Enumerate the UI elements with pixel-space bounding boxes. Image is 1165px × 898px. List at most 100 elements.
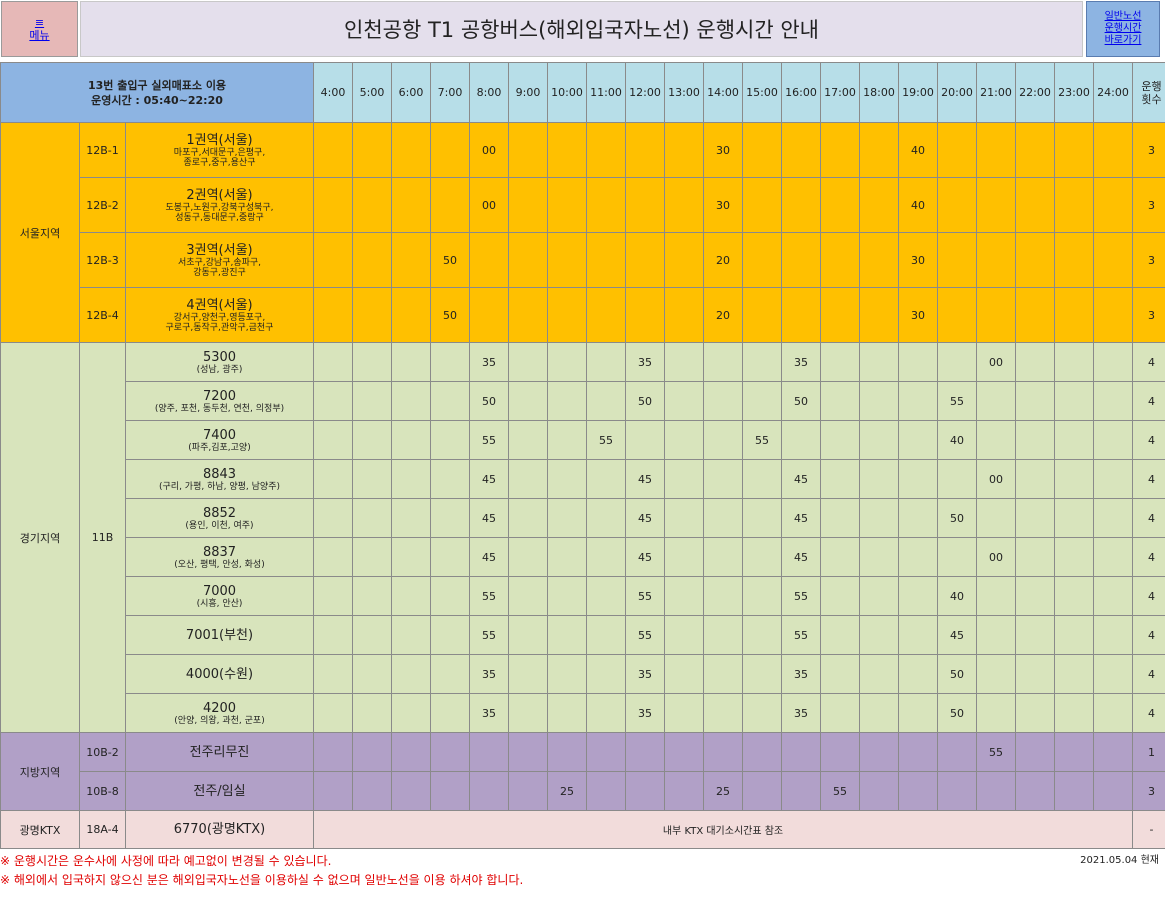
departure-cell [1054, 122, 1094, 178]
hour-header: 13:00 [664, 62, 704, 123]
departure-cell [430, 576, 470, 616]
departure-cell [820, 576, 860, 616]
departure-cell [1093, 420, 1133, 460]
departure-cell [781, 287, 821, 343]
departure-cell: 45 [625, 498, 665, 538]
departure-cell [781, 732, 821, 772]
departure-cell: 35 [469, 342, 509, 382]
departure-cell [547, 459, 587, 499]
departure-cell [391, 576, 431, 616]
departure-cell [664, 287, 704, 343]
departure-cell [703, 693, 743, 733]
departure-cell [742, 537, 782, 577]
departure-cell [859, 771, 899, 811]
departure-cell: 45 [625, 537, 665, 577]
departure-cell [313, 576, 353, 616]
route-name: 7001(부천) [185, 627, 254, 643]
table-row: 광명KTX 18A-4 6770(광명KTX) 내부 KTX 대기소시간표 참조 - [0, 810, 1165, 849]
departure-cell [625, 732, 665, 772]
departure-cell [1015, 654, 1055, 694]
departure-cell [742, 615, 782, 655]
departure-cell: 25 [547, 771, 587, 811]
departure-cell [391, 732, 431, 772]
departure-cell: 00 [976, 342, 1016, 382]
departure-cell [898, 732, 938, 772]
departure-cell [469, 287, 509, 343]
departure-cell [313, 537, 353, 577]
departure-cell [1015, 381, 1055, 421]
departure-cell: 50 [430, 287, 470, 343]
route-code: 10B-2 [79, 732, 126, 772]
route-name: 8837 [202, 544, 237, 560]
departure-cell [508, 381, 548, 421]
departure-cell [391, 459, 431, 499]
table-row: 7200 (양주, 포천, 동두천, 연천, 의정부) 50 50 50 55 4 [0, 381, 1165, 421]
departure-cell [859, 122, 899, 178]
ktx-note: 내부 KTX 대기소시간표 참조 [313, 810, 1133, 849]
hour-header: 23:00 [1054, 62, 1094, 123]
hour-header: 17:00 [820, 62, 860, 123]
menu-button[interactable]: ≡ 메뉴 [1, 1, 78, 57]
departure-cell [859, 576, 899, 616]
departure-cell: 35 [625, 693, 665, 733]
departure-cell [1054, 232, 1094, 288]
departure-cell [430, 693, 470, 733]
departure-cell: 40 [898, 122, 938, 178]
departure-cell [664, 498, 704, 538]
departure-cell [547, 654, 587, 694]
departure-cell [391, 381, 431, 421]
region-cell: 경기지역 [0, 342, 80, 733]
departure-cell [664, 177, 704, 233]
hour-header: 21:00 [976, 62, 1016, 123]
departure-cell [976, 771, 1016, 811]
departure-cell [352, 732, 392, 772]
run-count: 4 [1132, 537, 1165, 577]
departure-cell [1015, 459, 1055, 499]
page-title: 인천공항 T1 공항버스(해외입국자노선) 운행시간 안내 [344, 18, 819, 42]
departure-cell [547, 420, 587, 460]
departure-cell [937, 232, 977, 288]
departure-cell [742, 693, 782, 733]
table-row: 12B-2 2권역(서울) 도봉구,노원구,강북구성북구, 성동구,동대문구,중랑구 0… [0, 177, 1165, 233]
departure-cell [430, 459, 470, 499]
departure-cell [781, 771, 821, 811]
departure-cell [859, 654, 899, 694]
departure-cell: 45 [781, 498, 821, 538]
route-areas: (시흥, 안산) [196, 598, 243, 609]
region-cell: 지방지역 [0, 732, 80, 811]
departure-cell [625, 177, 665, 233]
departure-cell: 40 [937, 576, 977, 616]
departure-cell [898, 615, 938, 655]
route-name-cell: 7001(부천) [125, 615, 314, 655]
route-name: 7000 [202, 583, 237, 599]
departure-cell: 55 [469, 420, 509, 460]
route-name: 4000(수원) [185, 666, 254, 682]
run-count: 4 [1132, 615, 1165, 655]
departure-cell [508, 122, 548, 178]
route-areas: 강서구,양천구,영등포구, [173, 312, 266, 323]
hour-header: 4:00 [313, 62, 353, 123]
departure-cell [859, 615, 899, 655]
footer-note-1: ※ 운행시간은 운수사에 사정에 따라 예고없이 변경될 수 있습니다. [0, 854, 332, 868]
departure-cell [391, 342, 431, 382]
route-name-cell: 3권역(서울) 서초구,강남구,송파구, 강동구,광진구 [125, 232, 314, 288]
departure-cell [742, 654, 782, 694]
departure-cell [313, 771, 353, 811]
run-count: 4 [1132, 498, 1165, 538]
general-route-link-button[interactable]: 일반노선 운행시간 바로가기 [1086, 1, 1160, 57]
departure-cell [664, 381, 704, 421]
departure-cell: 50 [469, 381, 509, 421]
departure-cell [976, 693, 1016, 733]
route-name-cell: 4권역(서울) 강서구,양천구,영등포구, 구로구,동작구,관악구,금천구 [125, 287, 314, 343]
departure-cell [430, 342, 470, 382]
timetable: 13번 출입구 실외매표소 이용 운영시간 : 05:40~22:20 4:00 5:… [0, 62, 1165, 849]
departure-cell [742, 459, 782, 499]
departure-cell [898, 654, 938, 694]
departure-cell [352, 498, 392, 538]
departure-cell [508, 459, 548, 499]
run-count: 3 [1132, 177, 1165, 233]
departure-cell [547, 122, 587, 178]
departure-cell [1093, 732, 1133, 772]
departure-cell [898, 420, 938, 460]
departure-cell [937, 537, 977, 577]
